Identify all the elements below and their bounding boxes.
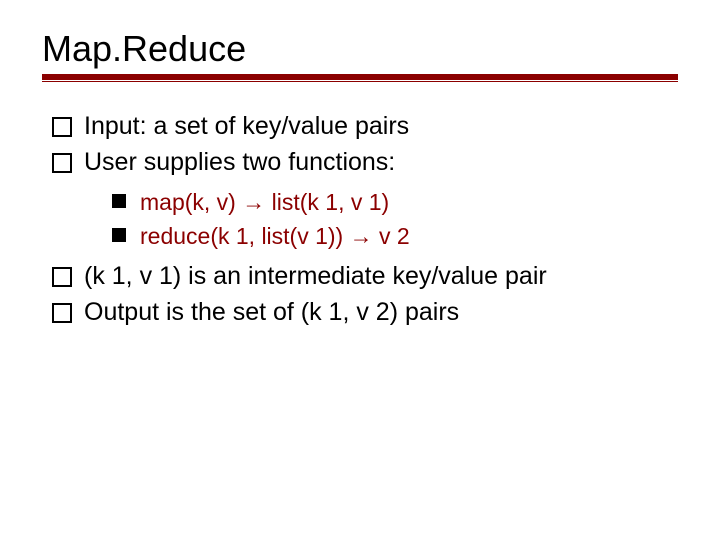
- title-rule-thick: [42, 74, 678, 80]
- list-item-text: map(k, v) → list(k 1, v 1): [140, 189, 389, 215]
- bullet-list-level1: Input: a set of key/value pairs User sup…: [42, 110, 678, 329]
- title-rule-thin: [42, 81, 678, 82]
- list-item-text: (k 1, v 1) is an intermediate key/value …: [84, 262, 547, 290]
- list-item: reduce(k 1, list(v 1)) → v 2: [112, 220, 678, 252]
- list-item: Output is the set of (k 1, v 2) pairs: [52, 296, 678, 330]
- list-item-text: reduce(k 1, list(v 1)) → v 2: [140, 223, 410, 249]
- list-item-text: Input: a set of key/value pairs: [84, 112, 409, 140]
- list-item-text: Output is the set of (k 1, v 2) pairs: [84, 298, 459, 326]
- list-item: map(k, v) → list(k 1, v 1): [112, 186, 678, 218]
- bullet-list-level2: map(k, v) → list(k 1, v 1) reduce(k 1, l…: [84, 186, 678, 252]
- list-item: Input: a set of key/value pairs: [52, 110, 678, 144]
- list-item: User supplies two functions: map(k, v) →…: [52, 146, 678, 252]
- list-item-text: User supplies two functions:: [84, 148, 395, 176]
- slide-title: Map.Reduce: [42, 28, 678, 70]
- list-item: (k 1, v 1) is an intermediate key/value …: [52, 260, 678, 294]
